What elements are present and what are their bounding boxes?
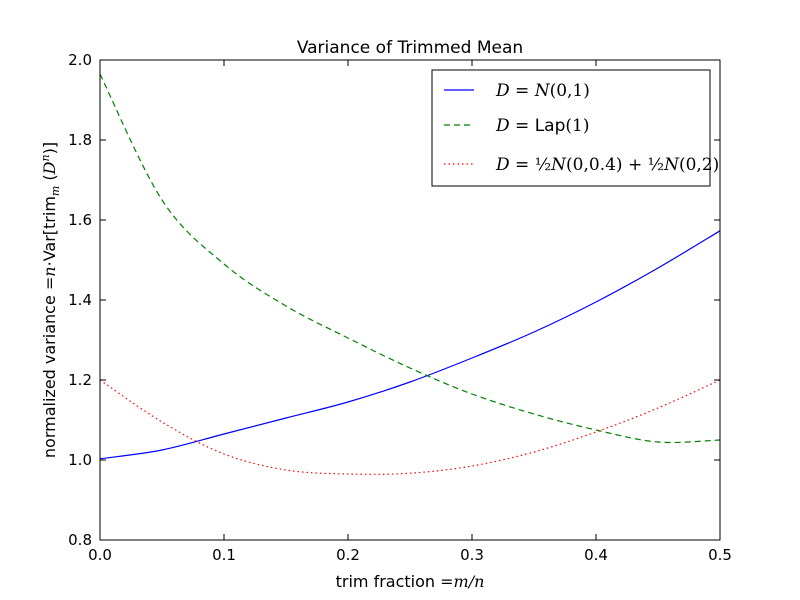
series-layer (99, 73, 721, 475)
x-tick-label: 0.1 (212, 546, 236, 564)
legend-label-normal: D = N(0,1) (495, 81, 590, 101)
y-tick-label: 1.8 (68, 131, 92, 149)
y-tick-label: 1.0 (68, 451, 92, 469)
y-tick-label: 1.6 (68, 211, 92, 229)
legend-box (431, 69, 711, 187)
y-tick-label: 1.2 (68, 371, 92, 389)
series-line-0 (99, 230, 721, 460)
x-tick-label: 0.5 (708, 546, 732, 564)
plot-area (99, 59, 721, 541)
x-axis-label: trim fraction =m/n (336, 572, 485, 591)
x-tick-label: 0.4 (584, 546, 608, 564)
legend-label-mixture: D = ½N(0,0.4) + ½N(0,2) (495, 155, 719, 175)
legend: D = N(0,1) D = Lap(1) D = ½N(0,0.4) + ½N… (431, 69, 719, 187)
series-line-2 (99, 379, 721, 475)
chart-title: Variance of Trimmed Mean (297, 38, 523, 58)
x-tick-label: 0.3 (460, 546, 484, 564)
legend-label-laplace: D = Lap(1) (495, 116, 589, 136)
y-tick-label: 2.0 (68, 51, 92, 69)
y-tick-label: 0.8 (68, 531, 92, 549)
x-tick-label: 0.0 (88, 546, 112, 564)
x-tick-label: 0.2 (336, 546, 360, 564)
ticks-layer: 0.0 0.1 0.2 0.3 0.4 0.5 0.8 1.0 1.2 1.4 1.6 1.8 2.0 (68, 51, 732, 564)
y-axis-label: normalized variance =n·Var[trimm (Dn)] (39, 142, 62, 458)
y-tick-label: 1.4 (68, 291, 92, 309)
